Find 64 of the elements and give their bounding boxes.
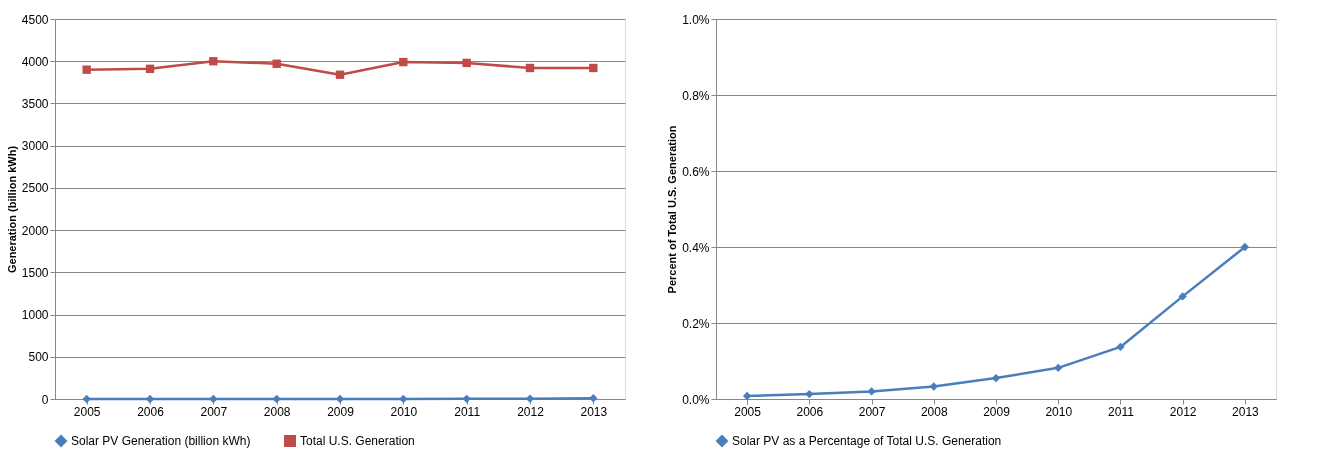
x-tick-label: 2005 [734,404,762,419]
y-tick-label: 0 [41,392,49,407]
x-tick-label: 2013 [580,404,608,419]
x-tick-label: 2010 [1045,404,1073,419]
point [82,394,91,404]
y-tick-label: 500 [28,350,49,365]
point [867,387,876,396]
y-tick-label: 4500 [21,12,49,27]
point [462,394,471,404]
y-axis-title: Percent of Total U.S. Generation [666,125,679,294]
y-tick-label: 3500 [21,96,49,111]
point [1054,363,1063,373]
legend-label: Total U.S. Generation [300,434,415,448]
legend-label: Solar PV as a Percentage of Total U.S. Generation [732,434,1002,448]
point [1240,242,1250,252]
point [929,382,938,391]
x-tick-label: 2012 [517,404,545,419]
x-tick-label: 2008 [263,404,291,419]
x-tick-label: 2008 [920,404,948,419]
point [272,394,281,404]
point [1178,292,1187,301]
x-tick-label: 2012 [1169,404,1197,419]
point [399,57,408,67]
x-tick-label: 2011 [454,404,481,419]
y-tick-label: 4000 [21,54,49,69]
y-tick-label: 0.8% [682,88,710,103]
x-tick-label: 2006 [137,404,165,419]
x-tick-label: 2010 [390,404,418,419]
point [991,373,1001,383]
x-tick-label: 2007 [858,404,886,419]
x-tick-label: 2007 [200,404,228,419]
x-tick-label: 2006 [796,404,824,419]
point [209,394,218,404]
point [742,391,752,401]
point [272,59,281,68]
point [399,394,408,404]
y-tick-label: 1500 [21,265,49,280]
x-tick-label: 2013 [1232,404,1260,419]
point [462,58,471,68]
y-tick-label: 3000 [21,139,49,154]
point [209,57,218,66]
y-tick-label: 0.0% [682,392,710,407]
point [589,394,598,403]
x-tick-label: 2009 [327,404,355,419]
y-axis-title: Generation (billion kWh) [5,145,18,274]
y-tick-label: 0.2% [682,316,710,331]
x-tick-label: 2009 [983,404,1011,419]
point [589,63,598,73]
point [525,63,535,73]
point [335,70,345,79]
y-tick-label: 2000 [21,223,49,238]
legend-label: Solar PV Generation (billion kWh) [71,434,251,448]
y-tick-label: 0.4% [682,240,710,255]
point [145,64,155,74]
y-tick-label: 0.6% [682,164,710,179]
point [82,65,91,74]
point [525,394,535,403]
point [805,389,814,399]
x-tick-label: 2011 [1108,404,1135,419]
x-tick-label: 2005 [73,404,101,419]
point [1116,342,1125,352]
y-tick-label: 1000 [21,308,49,323]
y-tick-label: 1.0% [682,12,710,27]
y-tick-label: 2500 [21,181,49,196]
